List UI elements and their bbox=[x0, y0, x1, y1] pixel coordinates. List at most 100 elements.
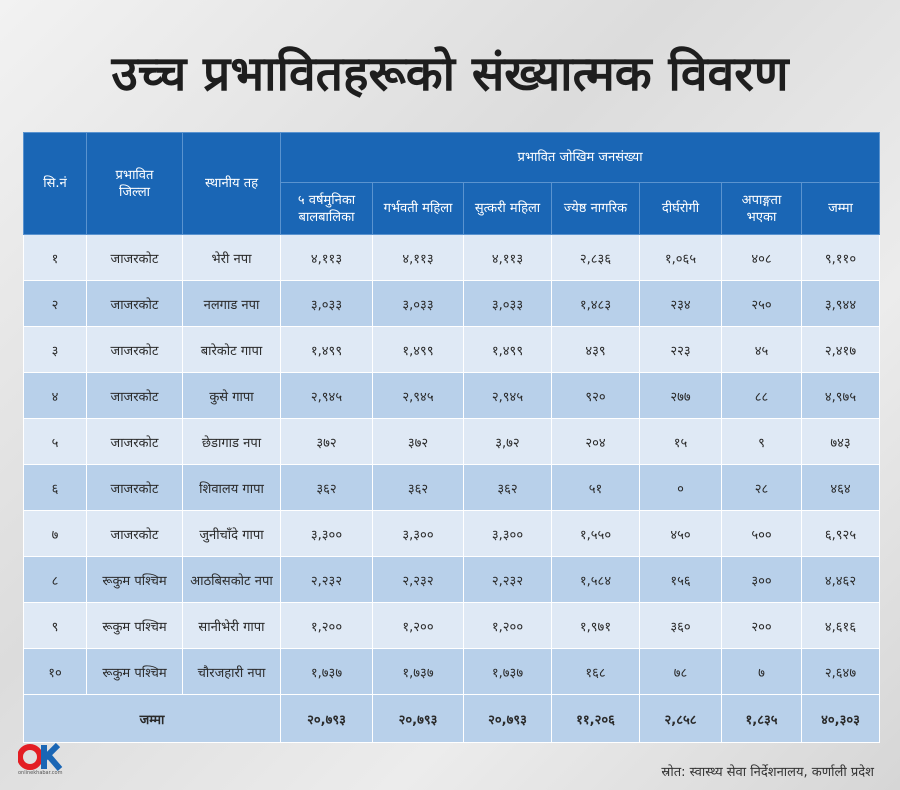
cell-value: १,४९९ bbox=[463, 326, 552, 373]
cell-local: भेरी नपा bbox=[182, 234, 281, 281]
cell-value: ३६२ bbox=[372, 464, 464, 511]
total-value: ११,२०६ bbox=[551, 694, 640, 743]
cell-value: ४५० bbox=[639, 510, 722, 557]
cell-value: २,८३६ bbox=[551, 234, 640, 281]
cell-value: ३०० bbox=[721, 556, 802, 603]
page-title: उच्च प्रभावितहरूको संख्यात्मक विवरण bbox=[111, 46, 789, 102]
onlinekhabar-logo bbox=[18, 743, 63, 771]
cell-value: २८ bbox=[721, 464, 802, 511]
cell-local: शिवालय गापा bbox=[182, 464, 281, 511]
logo-subtext: onlinekhabar.com bbox=[18, 770, 63, 776]
header-col-5: अपाङ्गता भएका bbox=[721, 182, 802, 235]
cell-value: ३,०३३ bbox=[463, 280, 552, 327]
cell-sn: ७ bbox=[23, 510, 87, 557]
cell-local: कुसे गापा bbox=[182, 372, 281, 419]
cell-value: ६,९२५ bbox=[800, 510, 881, 557]
cell-value: ८८ bbox=[721, 372, 802, 419]
cell-sn: २ bbox=[23, 280, 87, 327]
table-row: ८ रूकुम पश्चिम आठबिसकोट नपा २,२३२ २,२३२ २,२३२… bbox=[23, 556, 881, 603]
cell-value: ३७२ bbox=[280, 418, 373, 465]
cell-value: १,४९९ bbox=[280, 326, 373, 373]
cell-value: १५६ bbox=[639, 556, 722, 603]
cell-local: जुनीचाँदे गापा bbox=[182, 510, 281, 557]
cell-value: ५१ bbox=[551, 464, 640, 511]
header-col-4: दीर्घरोगी bbox=[639, 182, 722, 235]
cell-value: २,२३२ bbox=[280, 556, 373, 603]
cell-value: १,४८३ bbox=[551, 280, 640, 327]
total-value: १,८३५ bbox=[721, 694, 802, 743]
cell-value: ३,०३३ bbox=[372, 280, 464, 327]
cell-sn: ४ bbox=[23, 372, 87, 419]
cell-local: छेडागाड नपा bbox=[182, 418, 281, 465]
table-row: १० रूकुम पश्चिम चौरजहारी नपा १,७३७ १,७३७ १,७३… bbox=[23, 648, 881, 695]
cell-sn: ९ bbox=[23, 602, 87, 649]
total-value: २,८५८ bbox=[639, 694, 722, 743]
cell-district: जाजरकोट bbox=[86, 510, 183, 557]
cell-district: जाजरकोट bbox=[86, 234, 183, 281]
header-col-6: जम्मा bbox=[800, 182, 881, 235]
cell-value: ३७२ bbox=[372, 418, 464, 465]
header-group: प्रभावित जोखिम जनसंख्या bbox=[279, 132, 881, 183]
cell-value: २,९४५ bbox=[463, 372, 552, 419]
table-row: ७ जाजरकोट जुनीचाँदे गापा ३,३०० ३,३०० ३,३०० १,५… bbox=[23, 510, 881, 557]
total-label: जम्मा bbox=[23, 694, 281, 743]
cell-value: ७८ bbox=[639, 648, 722, 695]
cell-sn: ५ bbox=[23, 418, 87, 465]
cell-value: ७४३ bbox=[800, 418, 881, 465]
cell-value: ३६२ bbox=[463, 464, 552, 511]
cell-value: १,७३७ bbox=[463, 648, 552, 695]
cell-district: रूकुम पश्चिम bbox=[86, 648, 183, 695]
cell-value: ४,११३ bbox=[463, 234, 552, 281]
cell-value: ३,७२ bbox=[463, 418, 552, 465]
cell-sn: ३ bbox=[23, 326, 87, 373]
cell-value: ३,३०० bbox=[372, 510, 464, 557]
header-col-0: ५ वर्षमुनिका बालबालिका bbox=[280, 182, 373, 235]
table-row: ३ जाजरकोट बारेकोट गापा १,४९९ १,४९९ १,४९९ ४३९ २२… bbox=[23, 326, 881, 373]
cell-value: ४,९७५ bbox=[800, 372, 881, 419]
table-row: ६ जाजरकोट शिवालय गापा ३६२ ३६२ ३६२ ५१ ० २८ ४६४ bbox=[23, 464, 881, 511]
header-local: स्थानीय तह bbox=[182, 132, 281, 235]
cell-value: १,५८४ bbox=[551, 556, 640, 603]
source-note: स्रोत: स्वास्थ्य सेवा निर्देशनालय, कर्णा… bbox=[661, 765, 874, 780]
header-col-3: ज्येष्ठ नागरिक bbox=[551, 182, 640, 235]
cell-value: २,४१७ bbox=[800, 326, 881, 373]
cell-value: २३४ bbox=[639, 280, 722, 327]
cell-value: २,९४५ bbox=[372, 372, 464, 419]
table-row: ४ जाजरकोट कुसे गापा २,९४५ २,९४५ २,९४५ ९२० २७७ ८८… bbox=[23, 372, 881, 419]
cell-sn: ६ bbox=[23, 464, 87, 511]
header-sn: सि.नं bbox=[23, 132, 87, 235]
cell-value: १६८ bbox=[551, 648, 640, 695]
total-row: जम्मा २०,७९३ २०,७९३ २०,७९३ ११,२०६ २,८५८ १,८३५ ४… bbox=[23, 694, 881, 743]
cell-value: ९२० bbox=[551, 372, 640, 419]
cell-value: ४,११३ bbox=[372, 234, 464, 281]
cell-local: चौरजहारी नपा bbox=[182, 648, 281, 695]
cell-value: १,२०० bbox=[372, 602, 464, 649]
cell-district: जाजरकोट bbox=[86, 372, 183, 419]
cell-local: नलगाड नपा bbox=[182, 280, 281, 327]
cell-value: २७७ bbox=[639, 372, 722, 419]
total-value: २०,७९३ bbox=[280, 694, 373, 743]
cell-value: ४५ bbox=[721, 326, 802, 373]
cell-value: १,७३७ bbox=[280, 648, 373, 695]
cell-sn: १ bbox=[23, 234, 87, 281]
cell-value: २,६४७ bbox=[800, 648, 881, 695]
cell-value: ४३९ bbox=[551, 326, 640, 373]
cell-value: ३,३०० bbox=[280, 510, 373, 557]
cell-value: २,९४५ bbox=[280, 372, 373, 419]
cell-value: ७ bbox=[721, 648, 802, 695]
cell-district: जाजरकोट bbox=[86, 326, 183, 373]
cell-value: १,७३७ bbox=[372, 648, 464, 695]
cell-district: जाजरकोट bbox=[86, 280, 183, 327]
cell-value: २,२३२ bbox=[463, 556, 552, 603]
cell-value: २५० bbox=[721, 280, 802, 327]
cell-value: ३६२ bbox=[280, 464, 373, 511]
cell-local: सानीभेरी गापा bbox=[182, 602, 281, 649]
cell-value: १,२०० bbox=[463, 602, 552, 649]
cell-value: १५ bbox=[639, 418, 722, 465]
cell-district: जाजरकोट bbox=[86, 418, 183, 465]
cell-value: १,४९९ bbox=[372, 326, 464, 373]
cell-value: १,९७१ bbox=[551, 602, 640, 649]
header-col-2: सुत्करी महिला bbox=[463, 182, 552, 235]
cell-value: ४,६१६ bbox=[800, 602, 881, 649]
cell-local: बारेकोट गापा bbox=[182, 326, 281, 373]
